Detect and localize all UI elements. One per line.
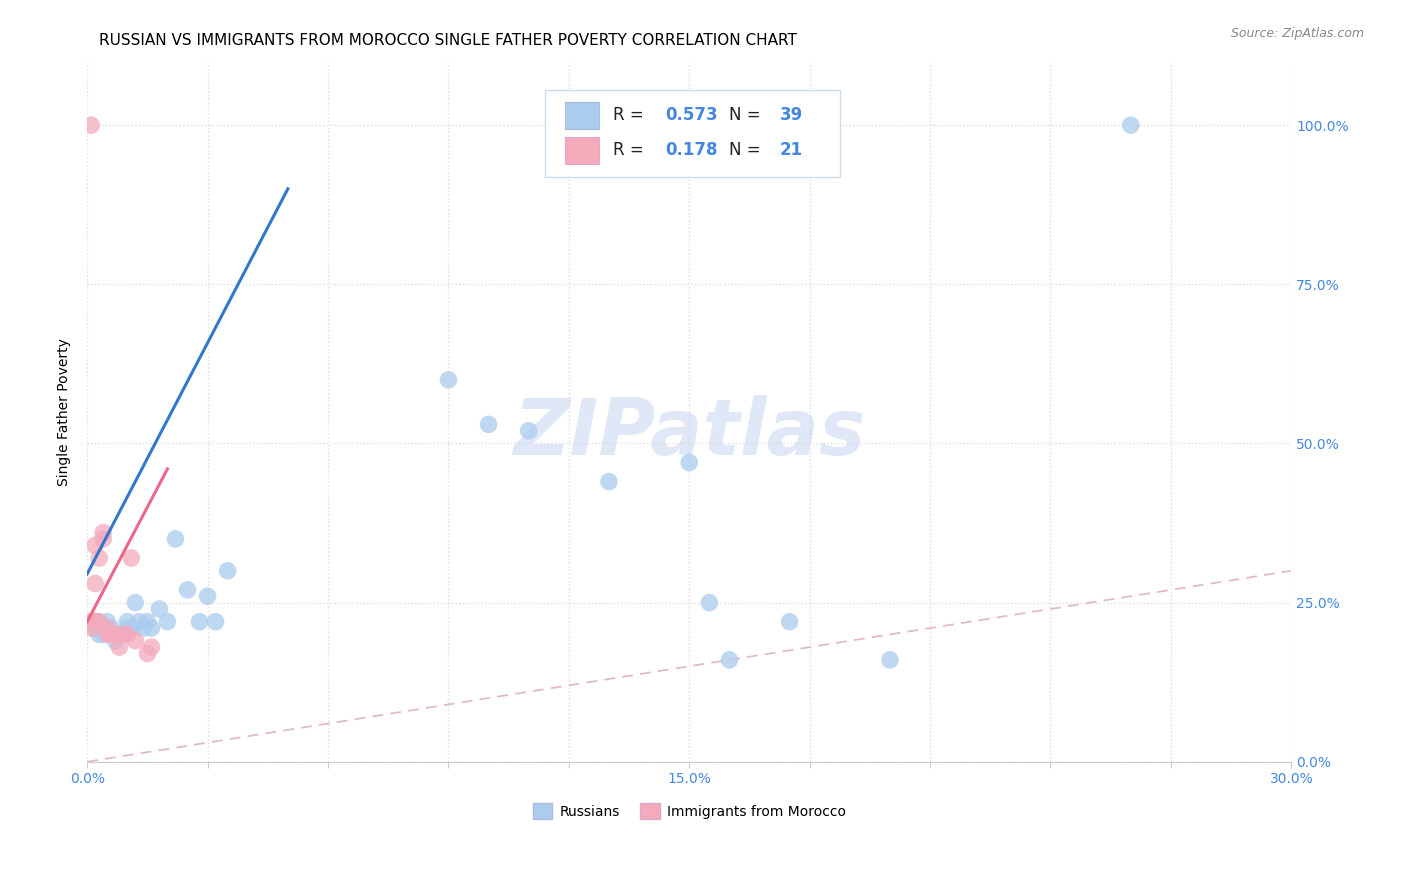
Point xyxy=(437,373,460,387)
Point xyxy=(598,475,620,489)
Text: RUSSIAN VS IMMIGRANTS FROM MOROCCO SINGLE FATHER POVERTY CORRELATION CHART: RUSSIAN VS IMMIGRANTS FROM MOROCCO SINGL… xyxy=(100,33,797,48)
Point xyxy=(779,615,801,629)
Point xyxy=(197,589,219,603)
Point xyxy=(80,615,103,629)
Y-axis label: Single Father Poverty: Single Father Poverty xyxy=(58,338,72,485)
Point xyxy=(80,621,103,635)
Point xyxy=(124,596,146,610)
Point xyxy=(84,576,107,591)
Point xyxy=(91,627,114,641)
FancyBboxPatch shape xyxy=(565,137,599,164)
Text: N =: N = xyxy=(728,142,766,160)
Point xyxy=(96,615,118,629)
Point xyxy=(91,525,114,540)
Point xyxy=(96,621,118,635)
Point xyxy=(89,627,111,641)
Point xyxy=(108,627,131,641)
Point xyxy=(100,627,122,641)
Point xyxy=(89,551,111,566)
Point xyxy=(104,633,127,648)
Point xyxy=(136,647,159,661)
Point xyxy=(96,621,118,635)
Point xyxy=(120,621,142,635)
Point xyxy=(84,615,107,629)
Point xyxy=(91,621,114,635)
Point xyxy=(108,640,131,655)
Text: N =: N = xyxy=(728,106,766,124)
Point xyxy=(165,532,187,546)
Point xyxy=(879,653,901,667)
Point xyxy=(117,621,139,635)
Point xyxy=(112,627,135,641)
Text: R =: R = xyxy=(613,106,650,124)
Point xyxy=(517,424,540,438)
Point xyxy=(141,640,163,655)
Point xyxy=(156,615,179,629)
Point xyxy=(120,551,142,566)
Point xyxy=(117,615,139,629)
Point xyxy=(96,627,118,641)
FancyBboxPatch shape xyxy=(544,89,839,177)
Point xyxy=(117,627,139,641)
Point xyxy=(89,615,111,629)
Point xyxy=(84,615,107,629)
Point xyxy=(128,615,150,629)
Point xyxy=(188,615,211,629)
Text: R =: R = xyxy=(613,142,650,160)
Text: ZIPatlas: ZIPatlas xyxy=(513,394,865,471)
Text: 21: 21 xyxy=(779,142,803,160)
Point xyxy=(132,621,155,635)
FancyBboxPatch shape xyxy=(565,102,599,128)
Point xyxy=(477,417,499,432)
Point xyxy=(141,621,163,635)
Point xyxy=(84,538,107,552)
Point xyxy=(148,602,170,616)
Point xyxy=(124,633,146,648)
Point xyxy=(112,627,135,641)
Point xyxy=(136,615,159,629)
Point xyxy=(89,615,111,629)
Point xyxy=(176,582,198,597)
Text: Source: ZipAtlas.com: Source: ZipAtlas.com xyxy=(1230,27,1364,40)
Point xyxy=(217,564,239,578)
Point xyxy=(204,615,226,629)
Point xyxy=(678,456,700,470)
Text: 39: 39 xyxy=(779,106,803,124)
Point xyxy=(100,621,122,635)
Point xyxy=(80,615,103,629)
Point xyxy=(80,118,103,132)
Point xyxy=(84,621,107,635)
Point xyxy=(718,653,741,667)
Point xyxy=(697,596,720,610)
Legend: Russians, Immigrants from Morocco: Russians, Immigrants from Morocco xyxy=(527,797,851,825)
Point xyxy=(104,627,127,641)
Text: 0.573: 0.573 xyxy=(665,106,718,124)
Point xyxy=(1119,118,1142,132)
Text: 0.178: 0.178 xyxy=(665,142,717,160)
Point xyxy=(91,532,114,546)
